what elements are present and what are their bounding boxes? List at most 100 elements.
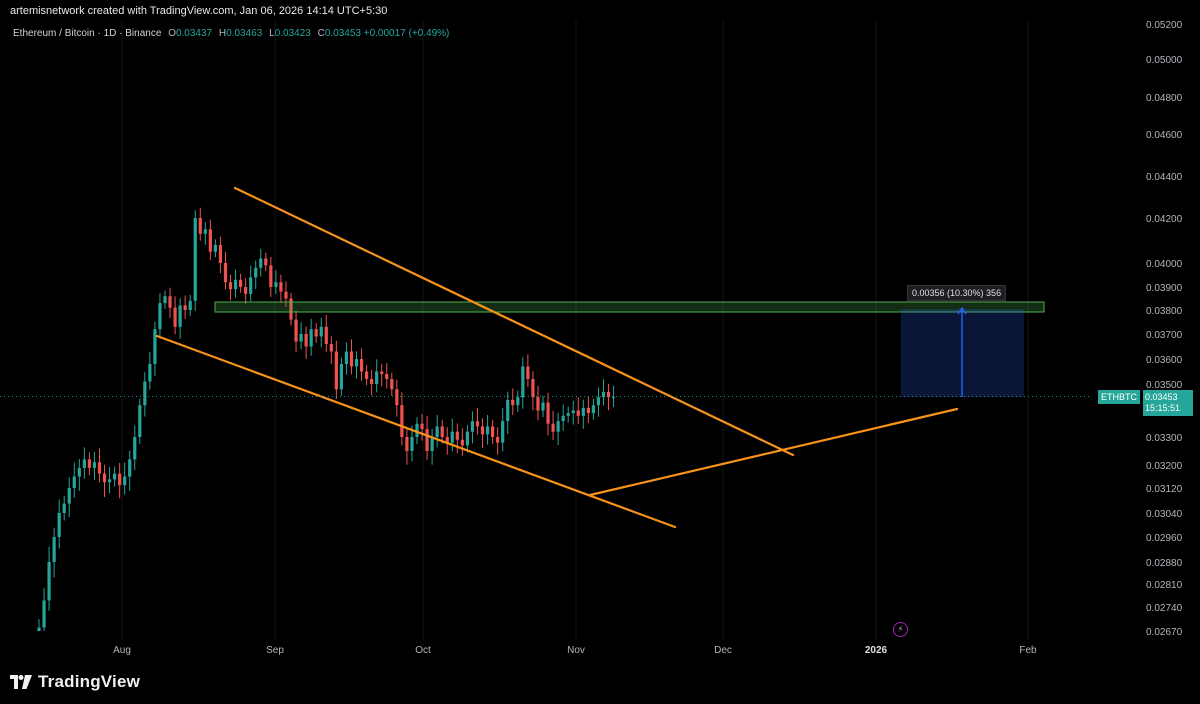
candle-body <box>254 267 258 278</box>
candle-body <box>571 410 575 414</box>
time-axis-label: Oct <box>415 645 431 656</box>
candle-body <box>57 513 61 537</box>
candle-body <box>349 351 354 367</box>
candle-body <box>450 431 454 443</box>
candle-body <box>244 287 248 294</box>
measure-label[interactable]: 0.00356 (10.30%) 356 <box>907 285 1007 301</box>
candle-body <box>52 537 56 562</box>
price-axis-label: 0.04600 <box>1146 130 1183 141</box>
high-label: H <box>218 28 227 39</box>
lightning-icon[interactable]: ⚡ <box>893 622 908 637</box>
candle-body <box>344 351 349 364</box>
symbol-label[interactable]: Ethereum / Bitcoin · 1D · Binance <box>13 28 162 39</box>
resistance-zone[interactable] <box>214 301 1045 313</box>
candle-body <box>304 334 308 347</box>
candle-body <box>138 405 142 437</box>
candle-body <box>163 296 167 304</box>
time-axis-label: Dec <box>714 645 732 656</box>
candle-body <box>299 334 303 342</box>
low-label: L <box>269 28 275 39</box>
price-axis-label: 0.02880 <box>1146 558 1183 569</box>
candle-body <box>324 326 328 344</box>
candle-body <box>82 459 86 468</box>
candle-body <box>400 405 404 437</box>
candle-body <box>521 366 525 398</box>
candle-body <box>576 410 580 416</box>
open-value: 0.03437 <box>175 28 213 39</box>
candle-body <box>435 426 439 437</box>
candle-body <box>102 473 107 483</box>
candle-body <box>72 476 76 488</box>
open-label: O <box>168 28 176 39</box>
upper-trendline[interactable] <box>233 186 795 457</box>
candle-body <box>173 307 177 327</box>
low-value: 0.03423 <box>274 28 311 39</box>
candle-body <box>359 359 364 372</box>
price-axis-label: 0.04000 <box>1146 259 1183 270</box>
price-axis-label: 0.02670 <box>1146 627 1183 638</box>
high-value: 0.03463 <box>226 28 263 39</box>
candle-body <box>480 426 485 435</box>
price-chart[interactable]: 0.05200 0.05000 0.04800 0.04600 0.04400 0.042… <box>0 0 1200 660</box>
footer: TradingView <box>0 662 1200 704</box>
candle-body <box>279 282 283 292</box>
candle-body <box>420 423 424 430</box>
candle-body <box>601 391 606 398</box>
candle-body <box>586 407 590 414</box>
candle-body <box>178 305 182 327</box>
candle-body <box>546 402 550 424</box>
candle-body <box>37 627 41 631</box>
candle-body <box>62 503 66 513</box>
brand-name: TradingView <box>38 672 141 691</box>
candle-body <box>92 462 97 468</box>
candle-body <box>455 431 459 440</box>
time-grid <box>121 20 1029 640</box>
candle-body <box>128 459 132 477</box>
candle-body <box>581 407 585 416</box>
price-axis-label: 0.04200 <box>1146 214 1183 225</box>
candle-body <box>153 329 157 364</box>
candle-body <box>289 298 293 320</box>
time-axis-label: Sep <box>266 645 284 656</box>
time-axis-label: Aug <box>113 645 131 656</box>
candle-body <box>410 437 414 451</box>
candle-body <box>556 421 560 432</box>
candle-countdown: 15:15:51 <box>1145 403 1181 413</box>
candle-body <box>561 415 565 422</box>
tradingview-logo-icon <box>10 675 32 689</box>
candle-body <box>213 245 217 252</box>
candle-body <box>183 305 187 310</box>
candle-body <box>395 389 399 406</box>
candle-body <box>233 279 238 290</box>
lower-trendline[interactable] <box>155 334 677 529</box>
candle-body <box>329 344 333 352</box>
candle-body <box>158 303 162 330</box>
candle-body <box>536 397 540 411</box>
candle-body <box>531 379 535 398</box>
candle-body <box>425 429 429 451</box>
candle-body <box>223 263 228 283</box>
current-price-badge: 0.03453 15:15:51 <box>1143 390 1193 416</box>
price-axis[interactable]: 0.05200 0.05000 0.04800 0.04600 0.04400 0.042… <box>1090 20 1200 660</box>
candle-body <box>239 279 243 287</box>
candle-body <box>501 421 505 443</box>
price-axis-label: 0.04800 <box>1146 93 1183 104</box>
candle-body <box>491 426 495 437</box>
candle-body <box>370 379 374 384</box>
symbol-badge: ETHBTC <box>1098 390 1140 404</box>
candle-body <box>309 329 313 347</box>
candle-body <box>269 265 273 287</box>
time-axis-label: Feb <box>1019 645 1037 656</box>
candle-body <box>606 391 611 398</box>
tradingview-logo[interactable]: TradingView <box>10 672 140 692</box>
support-trendline[interactable] <box>588 407 959 497</box>
candle-body <box>319 326 323 337</box>
candle-body <box>445 437 449 443</box>
price-axis-label: 0.05200 <box>1146 20 1183 31</box>
time-axis[interactable]: Aug Sep Oct Nov Dec 2026 Feb <box>113 645 1037 656</box>
candle-body <box>470 421 475 432</box>
price-axis-label: 0.03800 <box>1146 306 1183 317</box>
candle-body <box>390 379 394 390</box>
candle-body <box>107 479 112 483</box>
drawings-layer[interactable] <box>0 186 1096 529</box>
